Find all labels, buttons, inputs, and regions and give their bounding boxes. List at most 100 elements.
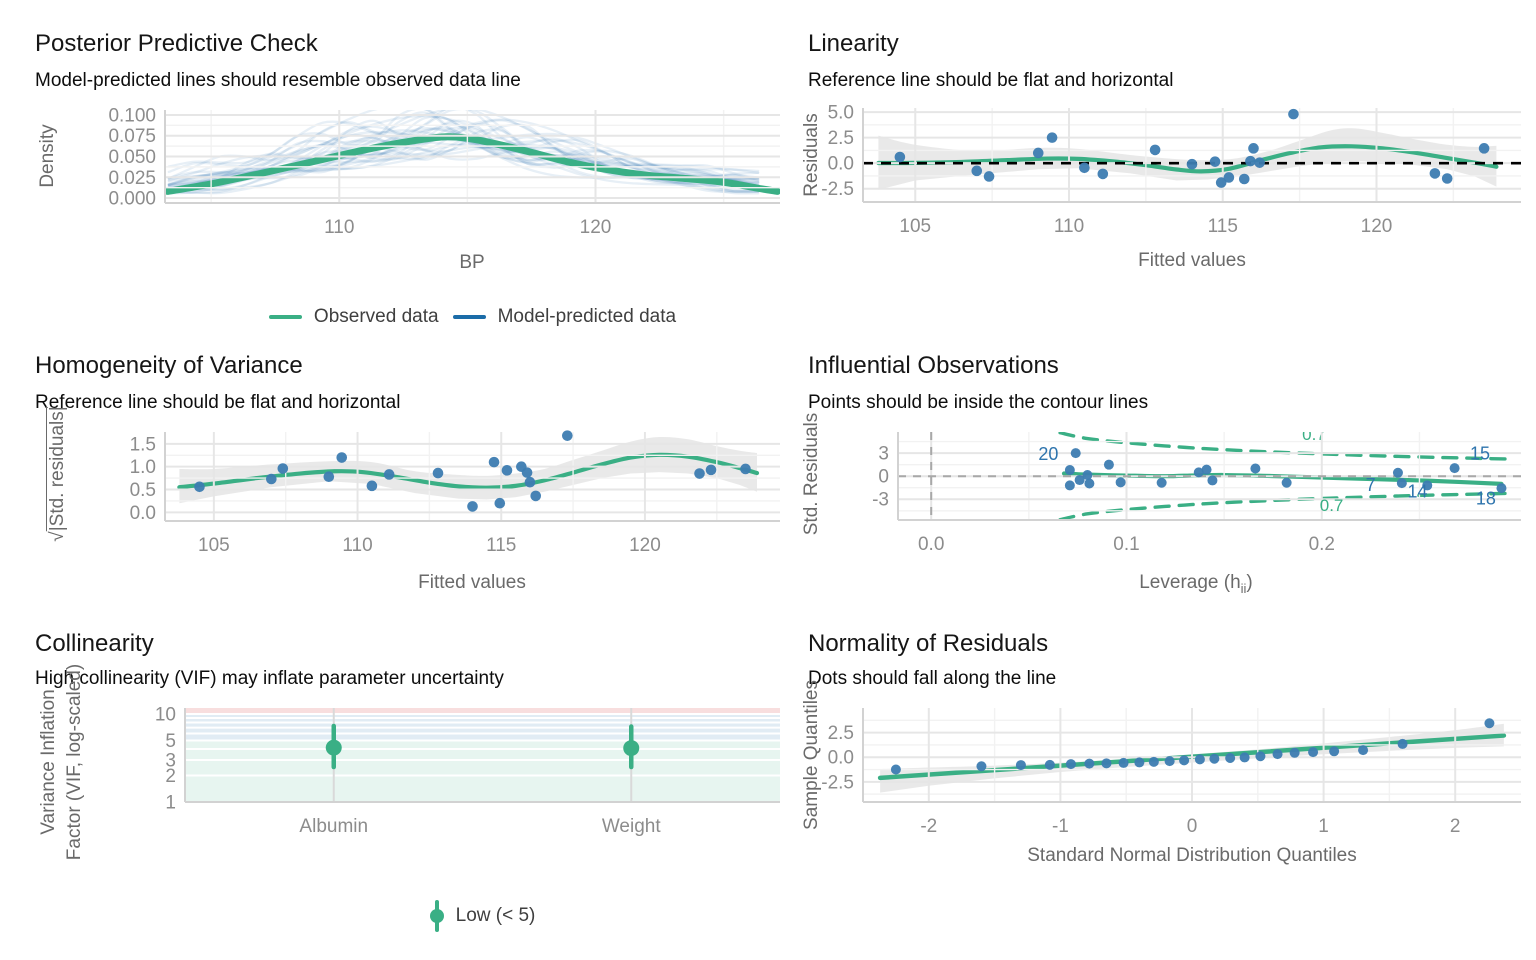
data-point — [1115, 477, 1126, 488]
data-point — [1397, 738, 1408, 749]
panel-qq: -2 -1 0 1 2 2.5 0.0 -2.5 — [821, 708, 1521, 837]
data-point — [1238, 173, 1250, 185]
point-label: 15 — [1470, 443, 1490, 463]
vif-zone-band — [185, 740, 780, 802]
legend-label-observed: Observed data — [313, 306, 439, 327]
data-point — [1272, 749, 1283, 760]
x-tick-label: 110 — [1054, 216, 1084, 237]
data-point — [488, 456, 500, 468]
data-point — [1484, 718, 1495, 729]
x-tick-label: 105 — [899, 216, 931, 237]
panel-influential: 0.720 157 14 180.70.0 0.1 0.230-3 — [872, 432, 1521, 555]
data-point — [1254, 157, 1265, 168]
x-tick-label: 120 — [629, 535, 661, 556]
ppc-x-axis-label: BP — [459, 252, 485, 273]
observed-density — [165, 133, 780, 195]
collinearity-legend: Low (< 5) — [185, 900, 780, 932]
normality-subtitle: Dots should fall along the line — [808, 668, 1057, 689]
data-point — [1149, 144, 1161, 156]
point-label: 20 — [1038, 444, 1058, 464]
data-point — [1396, 478, 1407, 489]
homogeneity-subtitle: Reference line should be flat and horizo… — [35, 392, 401, 413]
data-point — [1223, 172, 1235, 183]
collinearity-title: Collinearity — [35, 630, 154, 657]
y-tick-label: 0.000 — [108, 189, 156, 210]
data-point — [1255, 751, 1266, 762]
confidence-band — [878, 128, 1497, 190]
y-tick-label: 0.100 — [108, 105, 156, 126]
low-vif-marker — [429, 900, 444, 932]
y-tick-label: 0.025 — [108, 168, 156, 189]
observed-data-line-swatch — [268, 315, 302, 319]
data-point — [1097, 168, 1109, 180]
data-point — [1215, 177, 1227, 188]
data-point — [1064, 465, 1075, 476]
x-tick-label: 115 — [1208, 216, 1238, 237]
homogeneity-title: Homogeneity of Variance — [35, 352, 303, 379]
data-point — [1245, 155, 1256, 167]
y-tick-label: 3 — [878, 444, 889, 465]
x-tick-label: 0 — [1187, 816, 1198, 837]
y-tick-label: -2.5 — [821, 179, 854, 200]
data-point — [1209, 156, 1221, 167]
y-tick-label: 0.075 — [108, 126, 156, 147]
data-point — [740, 463, 751, 475]
data-point — [266, 473, 277, 485]
point-label: 7 — [1366, 475, 1376, 495]
cook-contour-upper — [1058, 432, 1515, 461]
data-point — [1084, 758, 1095, 769]
data-point — [1288, 108, 1299, 120]
y-tick-label: 0.050 — [108, 147, 156, 168]
homogeneity-x-axis-label: Fitted values — [418, 572, 526, 593]
x-tick-label: 0.2 — [1309, 534, 1335, 555]
ppc-title: Posterior Predictive Check — [35, 30, 318, 57]
linearity-y-axis-label: Residuals — [801, 113, 822, 197]
data-point — [1084, 478, 1095, 489]
x-tick-label: 1 — [1318, 816, 1329, 837]
y-tick-label: 0.5 — [130, 480, 156, 501]
y-tick-label: 1.0 — [130, 457, 156, 478]
y-tick-label: 5 — [165, 731, 176, 752]
vif-label-line1: Variance Inflation — [38, 689, 59, 835]
y-tick-label: 10 — [155, 705, 176, 726]
data-point — [1101, 758, 1112, 769]
data-point — [1065, 759, 1076, 770]
y-tick-label: 0.0 — [828, 748, 854, 769]
x-tick-label: 2 — [1450, 816, 1461, 837]
legend-item-model-predicted: Model-predicted data — [452, 306, 676, 328]
model-predicted-curve — [167, 110, 760, 182]
data-point — [1308, 747, 1319, 758]
data-point — [1015, 760, 1026, 771]
data-point — [323, 471, 335, 483]
vif-zone-band — [185, 708, 780, 715]
confidence-band — [179, 436, 758, 504]
x-tick-label: Albumin — [299, 816, 368, 837]
point-label: 14 — [1407, 482, 1427, 502]
data-point — [894, 151, 906, 163]
data-point — [1429, 168, 1441, 179]
data-point — [1070, 448, 1081, 459]
y-tick-label: 3 — [165, 751, 176, 772]
homogeneity-y-axis-label: √|Std. residuals| — [47, 406, 69, 541]
leverage-label-main: Leverage (h — [1139, 572, 1241, 593]
data-point — [467, 501, 478, 512]
y-tick-label: 2 — [165, 766, 176, 787]
influential-x-axis-label: Leverage (hii) — [1139, 572, 1253, 596]
y-tick-label: -2.5 — [821, 772, 854, 793]
normality-x-axis-label: Standard Normal Distribution Quantiles — [1027, 845, 1357, 866]
normality-title: Normality of Residuals — [808, 630, 1049, 657]
y-tick-label: 0.0 — [130, 503, 156, 524]
y-tick-label: 1 — [165, 793, 176, 814]
data-point — [432, 467, 444, 479]
data-point — [1201, 464, 1212, 475]
y-tick-label: 5.0 — [828, 103, 854, 124]
influential-title: Influential Observations — [808, 352, 1059, 379]
model-predicted-curve — [167, 114, 760, 180]
vif-point — [623, 740, 640, 757]
point-label: 18 — [1476, 489, 1496, 509]
data-point — [1032, 147, 1044, 159]
data-point — [1074, 475, 1085, 486]
y-tick-label: -3 — [872, 490, 889, 511]
data-point — [1044, 759, 1055, 770]
